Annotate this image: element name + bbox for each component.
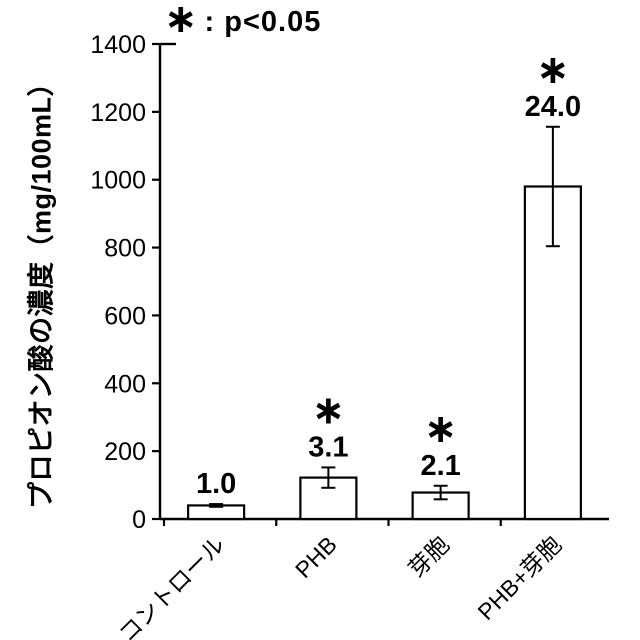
significance-legend-text: : p<0.05 [204, 5, 322, 38]
x-category-label: PHB [290, 531, 342, 583]
y-tick-label: 800 [104, 235, 146, 263]
y-tick-label: 1400 [90, 31, 146, 59]
x-category-label: PHB+芽胞 [473, 531, 567, 625]
significance-star: ∗ [424, 406, 458, 452]
significance-star: ∗ [536, 47, 570, 93]
x-category-label: コントロール [114, 531, 230, 640]
bar-value-label: 2.1 [420, 450, 460, 482]
y-tick-label: 1000 [90, 167, 146, 195]
y-tick-label: 400 [104, 370, 146, 398]
bar-value-label: 3.1 [308, 431, 348, 463]
y-tick-label: 0 [132, 506, 146, 534]
asterisk-icon: ∗ [164, 0, 198, 42]
bar-value-label: 1.0 [196, 468, 236, 500]
y-tick-label: 1200 [90, 99, 146, 127]
x-category-label: 芽胞 [403, 531, 454, 582]
y-tick-label: 600 [104, 302, 146, 330]
y-tick-label: 200 [104, 438, 146, 466]
significance-legend: ∗ : p<0.05 [164, 0, 321, 44]
significance-star: ∗ [312, 387, 346, 433]
bar-value-label: 24.0 [525, 91, 581, 123]
